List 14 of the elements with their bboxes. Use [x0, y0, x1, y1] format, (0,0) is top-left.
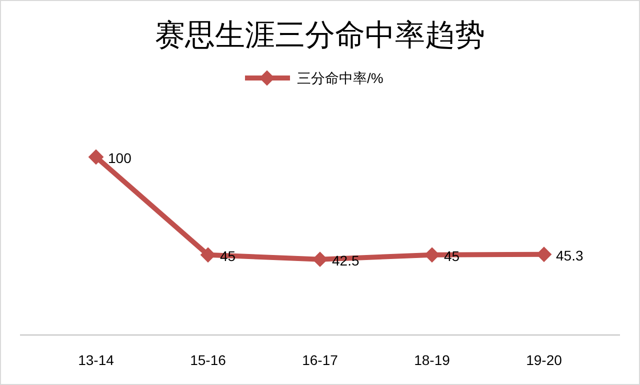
x-tick-label: 18-19 — [414, 352, 450, 368]
x-tick-label: 15-16 — [190, 352, 226, 368]
x-tick-label: 19-20 — [526, 352, 562, 368]
point — [536, 246, 552, 262]
point — [200, 247, 216, 262]
point — [88, 150, 104, 164]
point — [312, 252, 328, 267]
point — [424, 247, 440, 262]
data-label: 45.3 — [556, 247, 584, 264]
legend-label: 三分命中率/% — [297, 70, 384, 86]
chart-title: 赛思生涯三分命中率趋势 — [155, 19, 485, 52]
data-label: 100 — [108, 150, 132, 166]
x-tick-label: 13-14 — [78, 352, 114, 368]
x-tick-label: 16-17 — [302, 352, 338, 368]
